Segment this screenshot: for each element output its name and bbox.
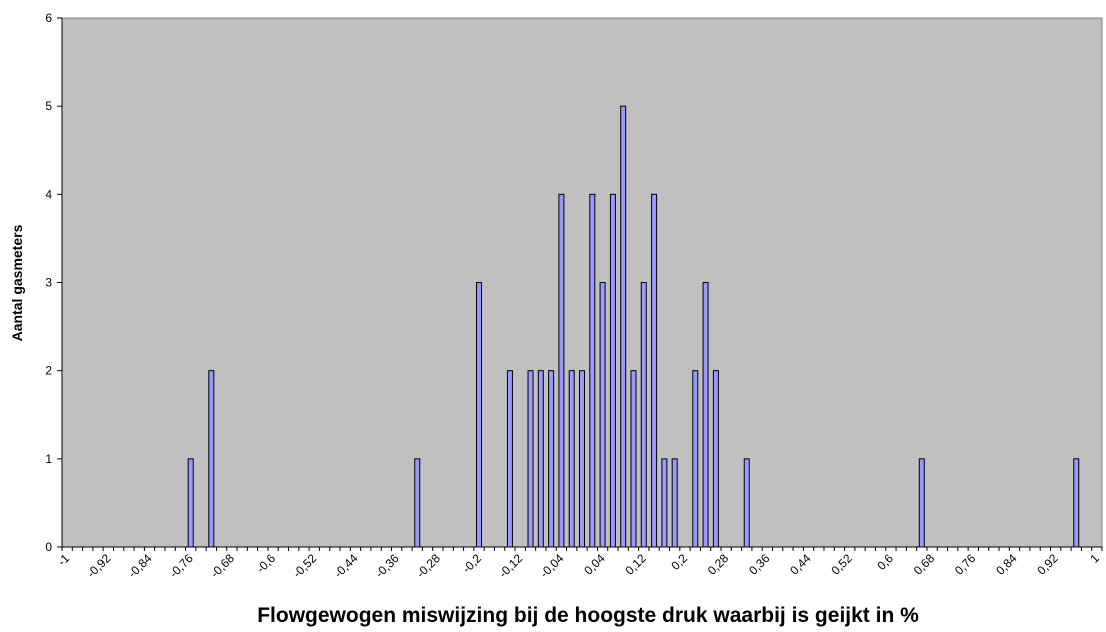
x-tick-label: 0,92: [1034, 551, 1061, 578]
x-tick-label: -0,52: [290, 551, 319, 580]
x-tick-label: -0,36: [373, 551, 402, 580]
y-tick-label: 3: [45, 276, 52, 290]
y-tick-label: 1: [45, 452, 52, 466]
bar: [743, 458, 750, 548]
bar: [548, 370, 555, 548]
bar: [661, 458, 668, 548]
bar: [589, 193, 596, 548]
x-tick-label: 0,6: [874, 551, 896, 573]
x-tick-label: -1: [55, 551, 73, 569]
y-tick-label: 2: [45, 364, 52, 378]
x-tick-label: 0,2: [668, 551, 690, 573]
bar: [692, 370, 699, 548]
x-tick-label: 0,28: [705, 551, 732, 578]
y-tick-label: 0: [45, 540, 52, 554]
bar: [506, 370, 513, 548]
x-tick-label: -0,44: [331, 551, 360, 580]
bar: [620, 105, 627, 548]
x-tick-label: -0,68: [208, 551, 237, 580]
bar: [527, 370, 534, 548]
x-tick-label: -0,04: [537, 551, 566, 580]
x-tick-label: 0,84: [993, 551, 1020, 578]
bar: [537, 370, 544, 548]
bar: [609, 193, 616, 548]
x-tick-label: -0,12: [496, 551, 525, 580]
x-axis-title: Flowgewogen miswijzing bij de hoogste dr…: [257, 604, 919, 627]
bar: [414, 458, 421, 548]
bar: [640, 282, 647, 548]
x-tick-label: 0,36: [746, 551, 773, 578]
bar: [568, 370, 575, 548]
x-tick-label: 0,12: [622, 551, 649, 578]
bar: [651, 193, 658, 548]
x-tick-label: 0,44: [787, 551, 814, 578]
x-tick-label: 0,76: [952, 551, 979, 578]
x-tick-label: -0,92: [84, 551, 113, 580]
bar: [918, 458, 925, 548]
y-axis-title: Aantal gasmeters: [9, 224, 25, 341]
bar: [187, 458, 194, 548]
x-tick-label: -0,76: [167, 551, 196, 580]
bar: [671, 458, 678, 548]
bar: [579, 370, 585, 548]
bar: [599, 282, 606, 548]
y-tick-label: 4: [45, 187, 52, 201]
bar: [1073, 458, 1080, 548]
bar: [476, 282, 483, 548]
x-tick-label: 0,68: [911, 551, 938, 578]
y-tick-label: 5: [45, 99, 52, 113]
x-tick-label: -0,6: [254, 551, 279, 576]
bar: [712, 370, 719, 548]
bar: [630, 370, 637, 548]
x-tick-label: 0,52: [828, 551, 855, 578]
x-tick-label: -0,28: [414, 551, 443, 580]
y-tick-label: 6: [45, 11, 52, 25]
bar: [702, 282, 709, 548]
bar: [208, 370, 215, 548]
x-tick-label: 1: [1087, 551, 1102, 566]
x-tick-label: -0,84: [125, 551, 154, 580]
x-tick-label: 0,04: [581, 551, 608, 578]
x-tick-label: -0,2: [460, 551, 485, 576]
bar: [558, 193, 565, 548]
